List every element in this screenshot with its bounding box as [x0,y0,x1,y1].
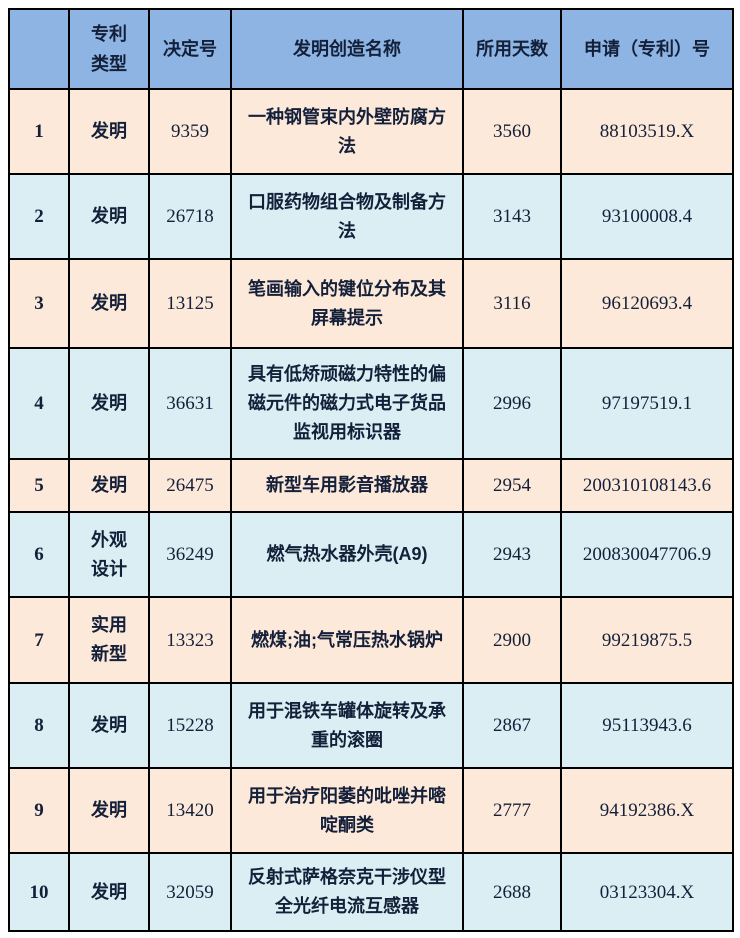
invention-name-cell: 燃气热水器外壳(A9) [230,511,464,598]
application-number-cell: 88103519.X [560,88,734,175]
patent-type-cell: 发明 [68,347,150,460]
patent-type-cell: 外观设计 [68,511,150,598]
days-used-cell: 2900 [462,596,562,684]
application-number-cell: 97197519.1 [560,347,734,460]
decision-number-cell: 13323 [148,596,232,684]
row-number-cell: 10 [8,852,70,932]
header-days-used: 所用天数 [462,8,562,90]
patent-type-cell: 发明 [68,88,150,175]
invention-name-cell: 用于混铁车罐体旋转及承重的滚圈 [230,682,464,769]
days-used-cell: 2688 [462,852,562,932]
days-used-cell: 2777 [462,767,562,854]
patent-type-cell: 发明 [68,173,150,260]
days-used-cell: 3560 [462,88,562,175]
table-row: 2 发明 26718 口服药物组合物及制备方法 3143 93100008.4 [8,173,734,260]
table-row: 7 实用新型 13323 燃煤;油;气常压热水锅炉 2900 99219875.5 [8,596,734,684]
patent-table-page: 专利类型 决定号 发明创造名称 所用天数 申请（专利）号 1 发明 9359 一种钢管… [8,8,734,932]
table-row: 8 发明 15228 用于混铁车罐体旋转及承重的滚圈 2867 95113943.6 [8,682,734,769]
table-header-row: 专利类型 决定号 发明创造名称 所用天数 申请（专利）号 [8,8,734,90]
row-number-cell: 5 [8,458,70,513]
days-used-cell: 2943 [462,511,562,598]
application-number-cell: 200310108143.6 [560,458,734,513]
invention-name-cell: 笔画输入的键位分布及其屏幕提示 [230,258,464,349]
table-row: 10 发明 32059 反射式萨格奈克干涉仪型全光纤电流互感器 2688 03123304… [8,852,734,932]
patent-type-cell: 发明 [68,458,150,513]
days-used-cell: 2954 [462,458,562,513]
invention-name-cell: 燃煤;油;气常压热水锅炉 [230,596,464,684]
header-decision-number: 决定号 [148,8,232,90]
days-used-cell: 3116 [462,258,562,349]
header-empty-cell [8,8,70,90]
days-used-cell: 2996 [462,347,562,460]
patent-type-cell: 发明 [68,682,150,769]
application-number-cell: 93100008.4 [560,173,734,260]
application-number-cell: 95113943.6 [560,682,734,769]
invention-name-cell: 用于治疗阳萎的吡唑并嘧啶酮类 [230,767,464,854]
header-patent-type: 专利类型 [68,8,150,90]
table-body: 1 发明 9359 一种钢管束内外壁防腐方法 3560 88103519.X 2 发明 2671… [8,88,734,932]
invention-name-cell: 反射式萨格奈克干涉仪型全光纤电流互感器 [230,852,464,932]
decision-number-cell: 32059 [148,852,232,932]
patent-type-cell: 发明 [68,852,150,932]
application-number-cell: 96120693.4 [560,258,734,349]
table-row: 6 外观设计 36249 燃气热水器外壳(A9) 2943 200830047706.9 [8,511,734,598]
decision-number-cell: 13125 [148,258,232,349]
decision-number-cell: 36249 [148,511,232,598]
decision-number-cell: 26475 [148,458,232,513]
invention-name-cell: 一种钢管束内外壁防腐方法 [230,88,464,175]
row-number-cell: 3 [8,258,70,349]
application-number-cell: 200830047706.9 [560,511,734,598]
decision-number-cell: 26718 [148,173,232,260]
table-row: 3 发明 13125 笔画输入的键位分布及其屏幕提示 3116 96120693.4 [8,258,734,349]
decision-number-cell: 36631 [148,347,232,460]
decision-number-cell: 15228 [148,682,232,769]
table-row: 1 发明 9359 一种钢管束内外壁防腐方法 3560 88103519.X [8,88,734,175]
row-number-cell: 6 [8,511,70,598]
row-number-cell: 2 [8,173,70,260]
row-number-cell: 8 [8,682,70,769]
invention-name-cell: 口服药物组合物及制备方法 [230,173,464,260]
table-row: 4 发明 36631 具有低矫顽磁力特性的偏磁元件的磁力式电子货品监视用标识器 2996… [8,347,734,460]
patent-type-cell: 发明 [68,767,150,854]
invention-name-cell: 具有低矫顽磁力特性的偏磁元件的磁力式电子货品监视用标识器 [230,347,464,460]
days-used-cell: 3143 [462,173,562,260]
invention-name-cell: 新型车用影音播放器 [230,458,464,513]
patent-type-cell: 发明 [68,258,150,349]
patent-table: 专利类型 决定号 发明创造名称 所用天数 申请（专利）号 1 发明 9359 一种钢管… [8,8,734,932]
application-number-cell: 94192386.X [560,767,734,854]
days-used-cell: 2867 [462,682,562,769]
application-number-cell: 03123304.X [560,852,734,932]
decision-number-cell: 9359 [148,88,232,175]
row-number-cell: 4 [8,347,70,460]
row-number-cell: 7 [8,596,70,684]
patent-type-cell: 实用新型 [68,596,150,684]
header-application-number: 申请（专利）号 [560,8,734,90]
decision-number-cell: 13420 [148,767,232,854]
header-invention-name: 发明创造名称 [230,8,464,90]
table-row: 9 发明 13420 用于治疗阳萎的吡唑并嘧啶酮类 2777 94192386.X [8,767,734,854]
application-number-cell: 99219875.5 [560,596,734,684]
table-row: 5 发明 26475 新型车用影音播放器 2954 200310108143.6 [8,458,734,513]
row-number-cell: 9 [8,767,70,854]
row-number-cell: 1 [8,88,70,175]
